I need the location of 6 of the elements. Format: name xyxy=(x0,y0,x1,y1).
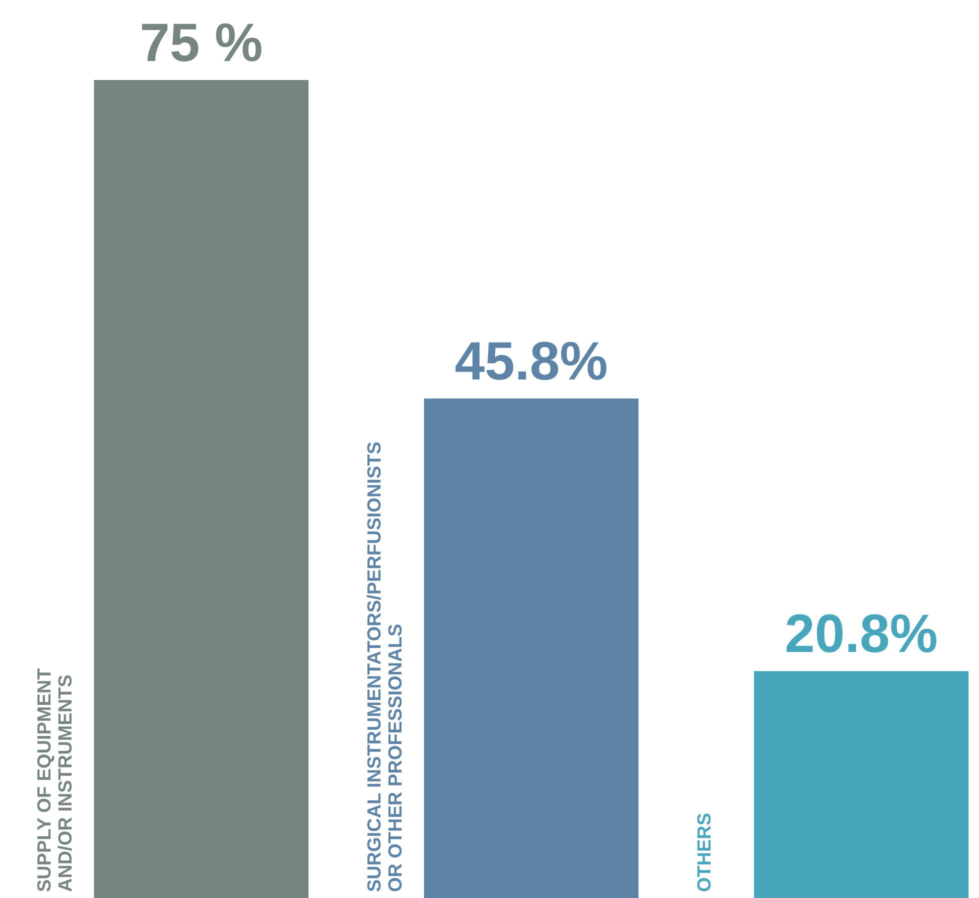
x-tick-label: OTHERS xyxy=(694,812,716,892)
x-tick-label: SURGICAL INSTRUMENTATORS/PERFUSIONISTS OR OTHER PROFESSIONALS xyxy=(364,442,406,892)
data-label: 75 % xyxy=(140,13,263,73)
data-label: 45.8% xyxy=(454,331,608,392)
x-tick-label: SUPPLY OF EQUIPMENT AND/OR INSTRUMENTS xyxy=(34,668,76,892)
data-label: 20.8% xyxy=(784,604,938,664)
